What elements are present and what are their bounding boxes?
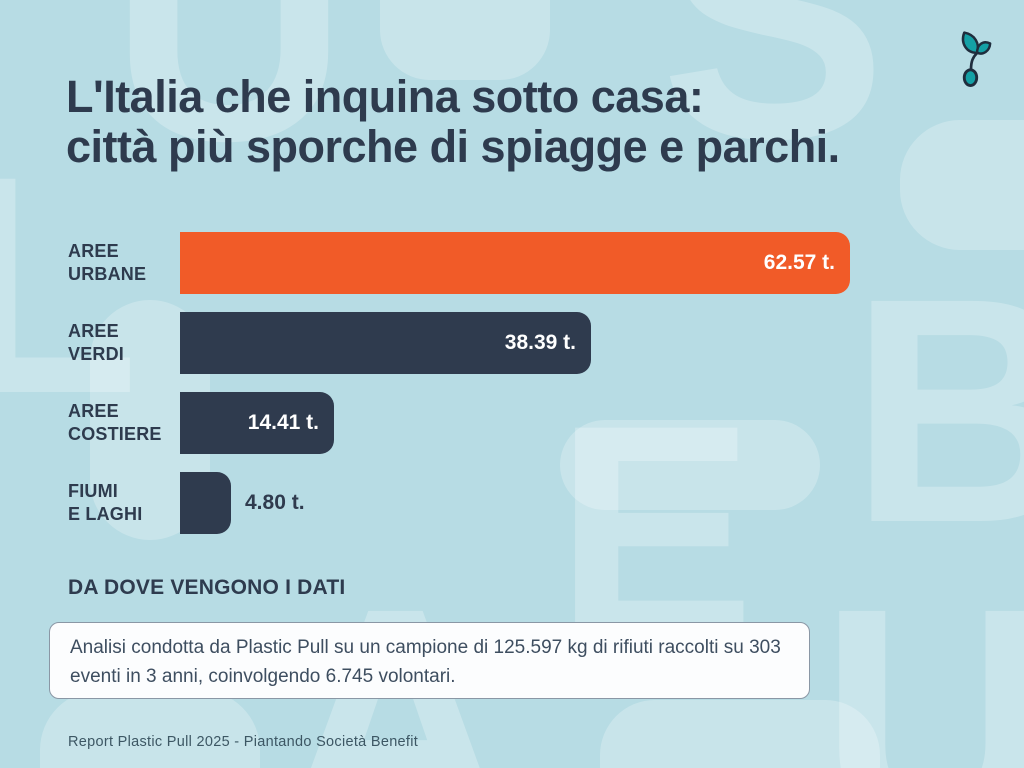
- page-title: L'Italia che inquina sotto casa: città p…: [66, 72, 966, 172]
- bar-value-label: 38.39 t.: [504, 331, 576, 354]
- category-label-line: URBANE: [68, 264, 147, 284]
- category-label-line: COSTIERE: [68, 424, 162, 444]
- pattern-blob: [40, 690, 260, 768]
- bar-fiumi-e-laghi: 4.80 t.: [180, 472, 305, 534]
- pattern-blob: [600, 700, 880, 768]
- title-line-1: L'Italia che inquina sotto casa:: [66, 71, 704, 122]
- bar-aree-costiere: 14.41 t.: [180, 392, 334, 454]
- category-label-line: AREE: [68, 401, 119, 421]
- category-label-fiumi-e-laghi: FIUMI E LAGHI: [68, 480, 142, 526]
- bar-value-label: 62.57 t.: [763, 251, 835, 274]
- source-section-heading: DA DOVE VENGONO I DATI: [68, 576, 346, 599]
- bar-value-label: 14.41 t.: [247, 411, 319, 434]
- category-label-line: AREE: [68, 241, 119, 261]
- category-label-aree-urbane: AREE URBANE: [68, 240, 146, 286]
- category-label-line: FIUMI: [68, 481, 118, 501]
- footer-credit: Report Plastic Pull 2025 - Piantando Soc…: [68, 734, 419, 750]
- category-label-line: AREE: [68, 321, 119, 341]
- chart-row-aree-verdi: AREE VERDI 38.39 t.: [0, 312, 1024, 374]
- bar-value-label: 4.80 t.: [245, 491, 305, 514]
- bar-aree-urbane: 62.57 t.: [180, 232, 850, 294]
- chart-row-aree-urbane: AREE URBANE 62.57 t.: [0, 232, 1024, 294]
- category-label-aree-verdi: AREE VERDI: [68, 320, 124, 366]
- chart-row-fiumi-e-laghi: FIUMI E LAGHI 4.80 t.: [0, 472, 1024, 534]
- bar-chart: AREE URBANE 62.57 t. AREE VERDI 38.39 t.…: [0, 232, 1024, 552]
- chart-row-aree-costiere: AREE COSTIERE 14.41 t.: [0, 392, 1024, 454]
- source-info-box: Analisi condotta da Plastic Pull su un c…: [49, 622, 810, 699]
- category-label-line: VERDI: [68, 344, 125, 364]
- pattern-letter: U: [820, 541, 1024, 768]
- title-line-2: città più sporche di spiagge e parchi.: [66, 121, 840, 172]
- pattern-blob: [380, 0, 550, 80]
- source-info-text: Analisi condotta da Plastic Pull su un c…: [70, 637, 781, 687]
- sprout-icon: [961, 31, 992, 87]
- category-label-line: E LAGHI: [68, 504, 143, 524]
- bar-aree-verdi: 38.39 t.: [180, 312, 591, 374]
- category-label-aree-costiere: AREE COSTIERE: [68, 400, 162, 446]
